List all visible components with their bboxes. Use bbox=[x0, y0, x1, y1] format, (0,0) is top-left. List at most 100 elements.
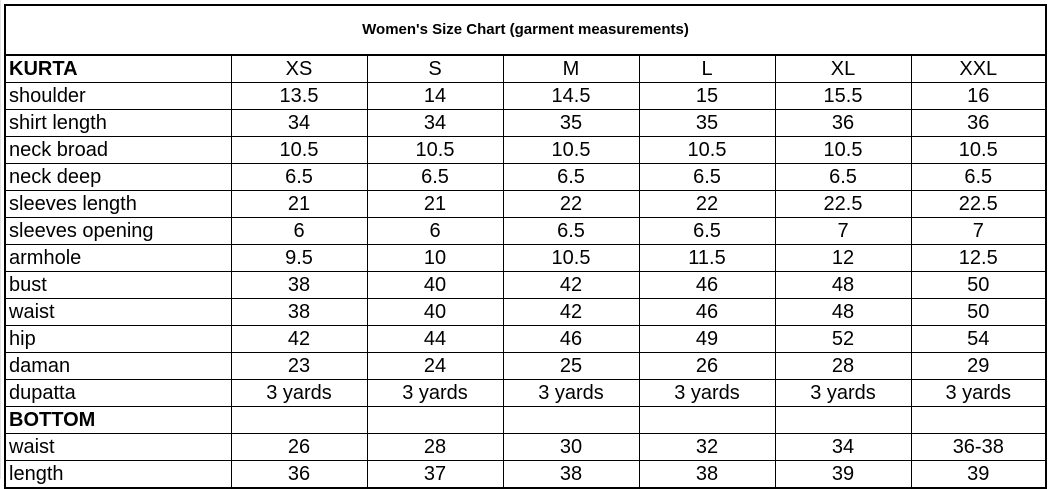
measurement-cell: 44 bbox=[366, 325, 504, 353]
measurement-cell: 11.5 bbox=[638, 244, 776, 272]
measurement-cell: 36 bbox=[774, 109, 912, 137]
row-label: waist bbox=[4, 433, 232, 461]
measurement-cell: 6.5 bbox=[502, 217, 640, 245]
measurement-cell: 39 bbox=[910, 460, 1048, 489]
measurement-cell: 48 bbox=[774, 271, 912, 299]
measurement-cell: 40 bbox=[366, 298, 504, 326]
measurement-cell: 6.5 bbox=[366, 163, 504, 191]
empty-cell bbox=[502, 406, 640, 434]
measurement-cell: 10.5 bbox=[910, 136, 1048, 164]
row-label: dupatta bbox=[4, 379, 232, 407]
row-label: length bbox=[4, 460, 232, 489]
measurement-cell: 38 bbox=[230, 298, 368, 326]
measurement-cell: 22 bbox=[638, 190, 776, 218]
measurement-cell: 38 bbox=[502, 460, 640, 489]
measurement-cell: 26 bbox=[638, 352, 776, 380]
measurement-cell: 37 bbox=[366, 460, 504, 489]
measurement-cell: 49 bbox=[638, 325, 776, 353]
measurement-cell: 12 bbox=[774, 244, 912, 272]
measurement-cell: 6 bbox=[230, 217, 368, 245]
measurement-cell: 3 yards bbox=[774, 379, 912, 407]
row-label: neck deep bbox=[4, 163, 232, 191]
kurta-row-armhole: armhole 9.5 10 10.5 11.5 12 12.5 bbox=[4, 244, 1048, 272]
size-header-xl: XL bbox=[774, 54, 912, 83]
measurement-cell: 6.5 bbox=[638, 163, 776, 191]
measurement-cell: 46 bbox=[638, 271, 776, 299]
measurement-cell: 29 bbox=[910, 352, 1048, 380]
measurement-cell: 42 bbox=[230, 325, 368, 353]
measurement-cell: 23 bbox=[230, 352, 368, 380]
measurement-cell: 42 bbox=[502, 298, 640, 326]
measurement-cell: 10 bbox=[366, 244, 504, 272]
measurement-cell: 10.5 bbox=[366, 136, 504, 164]
measurement-cell: 9.5 bbox=[230, 244, 368, 272]
measurement-cell: 3 yards bbox=[230, 379, 368, 407]
bottom-row-waist: waist 26 28 30 32 34 36-38 bbox=[4, 433, 1048, 461]
measurement-cell: 14.5 bbox=[502, 82, 640, 110]
measurement-cell: 10.5 bbox=[638, 136, 776, 164]
kurta-row-sleeves-opening: sleeves opening 6 6 6.5 6.5 7 7 bbox=[4, 217, 1048, 245]
measurement-cell: 6.5 bbox=[638, 217, 776, 245]
kurta-header-row: KURTA XS S M L XL XXL bbox=[4, 54, 1048, 83]
kurta-row-hip: hip 42 44 46 49 52 54 bbox=[4, 325, 1048, 353]
measurement-cell: 42 bbox=[502, 271, 640, 299]
bottom-section-label: BOTTOM bbox=[4, 406, 232, 434]
row-label: daman bbox=[4, 352, 232, 380]
measurement-cell: 52 bbox=[774, 325, 912, 353]
measurement-cell: 15.5 bbox=[774, 82, 912, 110]
row-label: armhole bbox=[4, 244, 232, 272]
measurement-cell: 34 bbox=[230, 109, 368, 137]
size-header-xxl: XXL bbox=[910, 54, 1048, 83]
empty-cell bbox=[910, 406, 1048, 434]
measurement-cell: 6.5 bbox=[910, 163, 1048, 191]
size-header-s: S bbox=[366, 54, 504, 83]
measurement-cell: 10.5 bbox=[502, 244, 640, 272]
measurement-cell: 15 bbox=[638, 82, 776, 110]
measurement-cell: 39 bbox=[774, 460, 912, 489]
measurement-cell: 3 yards bbox=[638, 379, 776, 407]
measurement-cell: 22.5 bbox=[774, 190, 912, 218]
kurta-row-shirt-length: shirt length 34 34 35 35 36 36 bbox=[4, 109, 1048, 137]
measurement-cell: 34 bbox=[366, 109, 504, 137]
measurement-cell: 46 bbox=[638, 298, 776, 326]
empty-cell bbox=[366, 406, 504, 434]
kurta-row-neck-broad: neck broad 10.5 10.5 10.5 10.5 10.5 10.5 bbox=[4, 136, 1048, 164]
measurement-cell: 38 bbox=[230, 271, 368, 299]
measurement-cell: 21 bbox=[230, 190, 368, 218]
measurement-cell: 16 bbox=[910, 82, 1048, 110]
measurement-cell: 22 bbox=[502, 190, 640, 218]
row-label: neck broad bbox=[4, 136, 232, 164]
measurement-cell: 12.5 bbox=[910, 244, 1048, 272]
measurement-cell: 14 bbox=[366, 82, 504, 110]
measurement-cell: 38 bbox=[638, 460, 776, 489]
row-label: shoulder bbox=[4, 82, 232, 110]
row-label: waist bbox=[4, 298, 232, 326]
measurement-cell: 54 bbox=[910, 325, 1048, 353]
measurement-cell: 3 yards bbox=[502, 379, 640, 407]
measurement-cell: 30 bbox=[502, 433, 640, 461]
measurement-cell: 40 bbox=[366, 271, 504, 299]
measurement-cell: 10.5 bbox=[502, 136, 640, 164]
measurement-cell: 21 bbox=[366, 190, 504, 218]
bottom-header-row: BOTTOM bbox=[4, 406, 1048, 434]
measurement-cell: 46 bbox=[502, 325, 640, 353]
size-header-l: L bbox=[638, 54, 776, 83]
kurta-row-daman: daman 23 24 25 26 28 29 bbox=[4, 352, 1048, 380]
row-label: hip bbox=[4, 325, 232, 353]
measurement-cell: 6.5 bbox=[230, 163, 368, 191]
chart-title: Women's Size Chart (garment measurements… bbox=[3, 4, 1048, 56]
size-header-xs: XS bbox=[230, 54, 368, 83]
size-header-m: M bbox=[502, 54, 640, 83]
row-label: sleeves opening bbox=[4, 217, 232, 245]
kurta-row-waist: waist 38 40 42 46 48 50 bbox=[4, 298, 1048, 326]
measurement-cell: 6.5 bbox=[774, 163, 912, 191]
empty-cell bbox=[774, 406, 912, 434]
measurement-cell: 32 bbox=[638, 433, 776, 461]
measurement-cell: 6.5 bbox=[502, 163, 640, 191]
kurta-row-sleeves-length: sleeves length 21 21 22 22 22.5 22.5 bbox=[4, 190, 1048, 218]
measurement-cell: 36-38 bbox=[910, 433, 1048, 461]
measurement-cell: 22.5 bbox=[910, 190, 1048, 218]
measurement-cell: 35 bbox=[502, 109, 640, 137]
measurement-cell: 50 bbox=[910, 271, 1048, 299]
measurement-cell: 7 bbox=[774, 217, 912, 245]
